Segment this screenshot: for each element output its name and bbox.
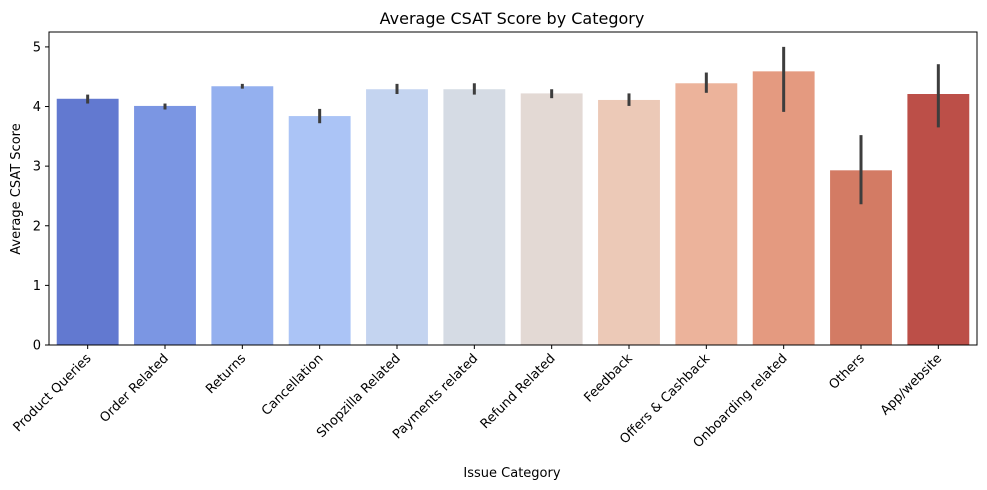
x-tick-label: Order Related [97, 351, 172, 426]
bar [443, 89, 506, 345]
bar [598, 99, 660, 345]
plot-frame [48, 31, 978, 346]
x-tick-label: Product Queries [11, 351, 95, 435]
y-tick-label: 1 [33, 279, 41, 294]
y-axis-label: Average CSAT Score [9, 123, 24, 254]
bar [520, 93, 583, 345]
y-tick-label: 0 [33, 339, 41, 354]
bar [134, 105, 196, 346]
x-tick-label: Others [826, 351, 868, 393]
x-tick-label: Cancellation [259, 351, 327, 419]
y-tick-label: 5 [33, 40, 41, 55]
x-axis-label: Issue Category [463, 466, 560, 481]
x-axis: Product Queries Order Related Returns Cance… [11, 345, 945, 451]
x-tick-label: Refund Related [478, 351, 559, 432]
x-tick-label: Returns [203, 351, 249, 397]
y-tick-label: 2 [33, 219, 41, 234]
chart-title: Average CSAT Score by Category [380, 9, 645, 28]
y-tick-label: 4 [33, 100, 41, 115]
x-tick-label: Feedback [581, 351, 636, 406]
bar [907, 94, 970, 345]
bar [752, 71, 815, 345]
x-tick-label: Shopzilla Related [314, 351, 404, 441]
bar [56, 98, 119, 345]
bar [211, 86, 274, 346]
y-tick-label: 3 [33, 160, 41, 175]
x-tick-label: Payments related [390, 351, 481, 442]
bar [366, 89, 428, 345]
error-bars-group [86, 46, 940, 205]
bar [675, 83, 738, 345]
y-axis: 0 1 2 3 4 5 [33, 40, 49, 354]
x-tick-label: App/website [878, 351, 945, 418]
bars-group [56, 71, 970, 346]
bar [288, 116, 351, 345]
